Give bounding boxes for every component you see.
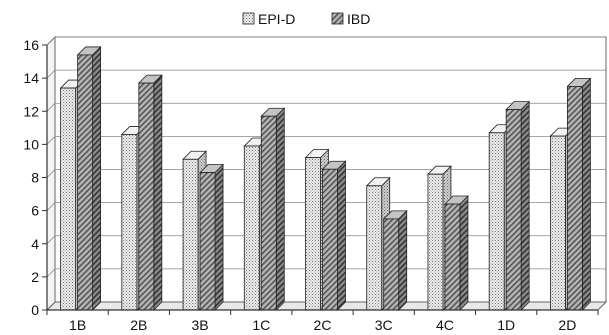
bar-front-face [566,86,583,311]
x-tick-label-1d: 1D [497,317,515,333]
x-tick-label-2c: 2C [314,317,332,333]
grid-line-depth [46,36,56,46]
bar-side-face [275,107,285,311]
bar-front-face [444,203,461,311]
y-tick-label: 16 [23,37,39,53]
bar-front-face [305,157,321,311]
x-tick-label-4c: 4C [436,317,454,333]
bar-ibd-2d [566,77,592,311]
bar-front-face [60,87,77,311]
grid-line-depth [46,202,56,211]
grid-line-depth [46,102,56,112]
grid-line-depth [46,268,56,278]
legend-swatch [331,12,344,25]
x-tick-label-1b: 1B [69,317,86,333]
bar-front-face [199,172,216,311]
bar-side-face [153,74,163,311]
grid-line-depth [46,169,56,178]
legend-item-ibd: IBD [331,11,370,27]
bar-ibd-1c [260,107,286,311]
bar-side-face [459,195,469,311]
legend-item-epi-d: EPI-D [242,11,295,27]
bar-ibd-2c [321,160,347,311]
bar-front-face [138,82,155,311]
bar-ibd-4c [443,195,469,311]
bar-ibd-3c [382,209,408,311]
bar-side-face [92,45,102,311]
y-tick-label: 4 [31,236,39,252]
bar-front-face [549,135,566,311]
y-tick-label: 6 [31,203,39,219]
bar-side-face [214,163,224,311]
bar-ibd-3b [199,163,225,311]
y-tick-label: 0 [31,302,39,318]
bar-ibd-2b [137,74,163,311]
x-tick-label-1c: 1C [252,317,270,333]
legend-label: EPI-D [258,11,295,27]
bar-front-face [505,109,522,311]
bar-front-face [322,168,338,311]
y-tick-label: 10 [23,136,39,152]
bar-front-face [427,173,444,311]
bar-front-face [488,132,505,311]
x-axis: 1B 2B 3B 1C 2C 3C 4C 1D 2D [46,309,599,333]
bar-front-face [260,115,277,311]
bar-front-face [77,54,94,311]
y-tick-label: 14 [23,70,39,86]
bar-front-face [182,158,199,311]
x-tick-label-3b: 3B [191,317,208,333]
bar-ibd-1d [505,100,531,311]
bar-front-face [121,134,138,311]
bar-ibd-1b [76,45,102,311]
x-tick-label-2b: 2B [130,317,147,333]
bar-side-face [337,160,346,311]
bar-front-face [243,145,260,311]
legend-label: IBD [347,11,370,27]
y-tick-label: 2 [31,269,39,285]
legend-swatch [242,12,255,25]
bar-front-face [383,218,400,311]
grid-line-depth [46,69,56,79]
grid-line-depth [46,235,56,245]
grid-line-depth [46,136,56,145]
legend: EPI-D IBD [242,11,370,27]
bar-side-face [581,77,591,311]
bars [59,45,592,311]
x-tick-label-3c: 3C [375,317,393,333]
bar-side-face [520,100,530,311]
y-tick-label: 8 [31,170,39,186]
bar-side-face [398,209,408,311]
y-axis: 0 2 4 6 8 10 12 14 16 [23,37,48,318]
x-tick-label-2d: 2D [558,317,576,333]
bar-front-face [366,185,383,311]
y-tick-label: 12 [23,103,39,119]
